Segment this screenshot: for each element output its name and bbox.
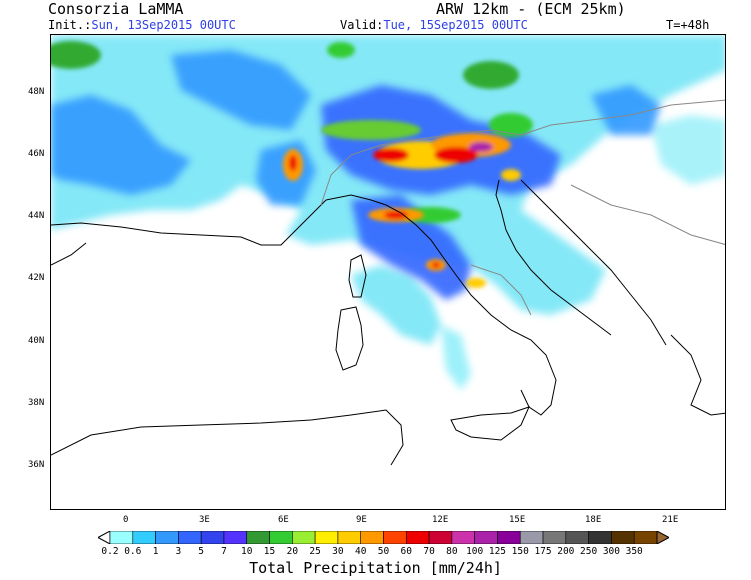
legend-cell (223, 531, 248, 544)
legend-cell (178, 531, 202, 544)
lat-label: 40N (28, 336, 45, 346)
legend-threshold: 30 (332, 546, 344, 557)
legend-cell (200, 531, 225, 544)
legend-threshold: 250 (580, 546, 598, 557)
legend-threshold: 1 (152, 546, 159, 557)
lon-label: 0 (123, 515, 129, 525)
precip-intense (283, 133, 521, 288)
legend-cell-low (98, 531, 111, 544)
legend-threshold: 5 (198, 546, 205, 557)
init-time: Init.:Sun, 13Sep2015 00UTC (48, 18, 236, 32)
legend-cell (132, 531, 156, 544)
init-label: Init.: (48, 18, 92, 32)
legend-cell (611, 531, 635, 544)
lon-label: 3E (199, 515, 210, 525)
legend-cell (633, 531, 658, 544)
legend-threshold: 70 (423, 546, 435, 557)
lat-label: 48N (28, 87, 45, 97)
lon-label: 21E (662, 515, 679, 525)
lat-label: 46N (28, 149, 45, 159)
legend-cell (565, 531, 589, 544)
legend-cell (269, 531, 293, 544)
legend-threshold: 80 (446, 546, 458, 557)
legend-threshold: 20 (286, 546, 299, 557)
legend-cell (109, 531, 134, 544)
legend-threshold: 50 (377, 546, 390, 557)
legend-colorbar (98, 531, 669, 544)
legend-cell (588, 531, 612, 544)
forecast-hour: T=+48h (666, 18, 710, 32)
lat-label: 42N (28, 273, 45, 283)
legend-cell (405, 531, 430, 544)
precipitation-map (50, 34, 726, 510)
valid-label: Valid: (340, 18, 384, 32)
legend-threshold: 200 (557, 546, 575, 557)
legend-cell-high (656, 531, 669, 544)
legend-cell (360, 531, 384, 544)
valid-time: Valid:Tue, 15Sep2015 00UTC (340, 18, 528, 32)
legend-threshold: 3 (175, 546, 182, 557)
valid-value: Tue, 15Sep2015 00UTC (383, 18, 528, 32)
legend-threshold: 175 (534, 546, 552, 557)
legend-threshold: 150 (511, 546, 529, 557)
legend-threshold: 0.2 (101, 546, 119, 557)
lon-label: 9E (356, 515, 367, 525)
legend-threshold: 350 (625, 546, 643, 557)
legend-threshold: 7 (221, 546, 227, 557)
lon-label: 18E (585, 515, 602, 525)
legend-threshold: 125 (488, 546, 507, 557)
legend-threshold: 60 (400, 546, 413, 557)
init-value: Sun, 13Sep2015 00UTC (91, 18, 236, 32)
map-graphic (51, 35, 725, 509)
legend-cell (383, 531, 407, 544)
legend-threshold: 40 (354, 546, 367, 557)
lat-label: 44N (28, 211, 45, 221)
legend-cell (519, 531, 544, 544)
model-title: ARW 12km - (ECM 25km) (436, 0, 626, 18)
legend-threshold: 10 (241, 546, 253, 557)
legend-threshold: 100 (466, 546, 484, 557)
provider-title: Consorzia LaMMA (48, 0, 184, 18)
lon-label: 6E (278, 515, 289, 525)
legend-cell (337, 531, 362, 544)
lon-label: 15E (509, 515, 526, 525)
legend-cell (428, 531, 453, 544)
legend-cell (451, 531, 475, 544)
legend-cell (314, 531, 339, 544)
legend-cell (474, 531, 498, 544)
legend-cell (542, 531, 567, 544)
legend-threshold: 300 (602, 546, 620, 557)
legend-threshold: 15 (263, 546, 276, 557)
coastlines (51, 179, 725, 466)
legend-cell (246, 531, 270, 544)
legend-cell (155, 531, 179, 544)
legend-title: Total Precipitation [mm/24h] (249, 559, 502, 577)
legend-cell (497, 531, 521, 544)
lat-label: 36N (28, 460, 45, 470)
lat-label: 38N (28, 398, 45, 408)
legend-cell (292, 531, 316, 544)
country-borders (320, 99, 725, 316)
legend-threshold: 25 (309, 546, 321, 557)
legend-threshold: 0.6 (124, 546, 142, 557)
lon-label: 12E (432, 515, 449, 525)
